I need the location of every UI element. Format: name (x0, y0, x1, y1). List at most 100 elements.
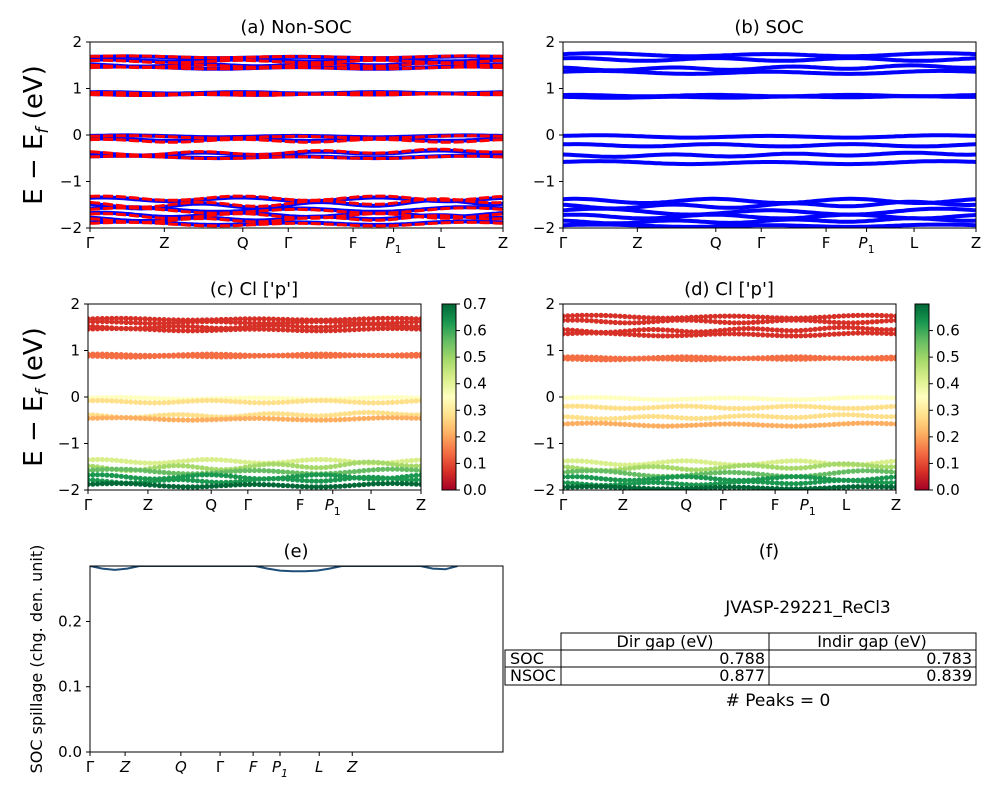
band-point (294, 323, 300, 330)
table-col-header: Dir gap (eV) (617, 632, 714, 651)
band-point (883, 404, 890, 410)
band-point (166, 412, 172, 418)
band-point (394, 353, 400, 359)
band-point (736, 356, 742, 362)
band-point (650, 326, 657, 333)
y-tick-label: −2 (533, 219, 555, 237)
band-point (836, 421, 842, 427)
band-point (213, 327, 219, 333)
band-point (294, 398, 300, 404)
band-point (598, 420, 604, 426)
band-point (817, 326, 823, 332)
band-point (627, 481, 633, 487)
band-point (88, 319, 91, 325)
band-point (133, 354, 139, 360)
band-point (99, 467, 105, 473)
band-point (299, 353, 305, 359)
band-point (351, 399, 357, 405)
band-point (88, 477, 91, 483)
band-point (869, 394, 875, 400)
band-point (731, 331, 737, 337)
band-point (693, 317, 699, 323)
band-point (318, 456, 324, 463)
band-point (109, 466, 115, 472)
band-point (822, 462, 828, 468)
band-point (565, 403, 571, 409)
band-point (128, 399, 134, 405)
band-point (385, 475, 391, 481)
band-point (123, 354, 129, 360)
band-point (631, 332, 638, 338)
band-point (612, 415, 618, 422)
band-point (366, 400, 372, 406)
band-point (137, 316, 143, 322)
band-point (223, 469, 229, 475)
band-point (660, 459, 666, 465)
band-point (693, 415, 699, 422)
band-point (855, 420, 861, 426)
band-point (679, 396, 685, 402)
band-point (232, 354, 239, 360)
band-point (598, 318, 604, 325)
band-point (679, 466, 685, 472)
band-point (99, 318, 105, 325)
band-point (370, 326, 376, 332)
band-point (755, 405, 761, 411)
band-point (736, 479, 742, 485)
band-point (741, 320, 747, 326)
band-point (836, 331, 842, 337)
band-point (831, 331, 837, 337)
band-point (650, 479, 657, 485)
band-point (370, 400, 376, 406)
x-tick-label: F (822, 234, 831, 252)
band-point (574, 458, 580, 464)
band-point (722, 480, 728, 486)
band-point (793, 397, 799, 403)
band-point (822, 422, 828, 428)
band-point (707, 404, 714, 410)
band-point (826, 471, 833, 477)
band-point (370, 459, 376, 465)
band-point (703, 331, 709, 337)
band-point (646, 479, 652, 486)
band-point (669, 327, 676, 333)
band-point (631, 485, 637, 490)
band-point (194, 417, 200, 423)
band-point (579, 468, 585, 474)
band-point (247, 326, 253, 332)
band-point (641, 356, 647, 362)
band-point (563, 469, 566, 475)
band-point (194, 319, 200, 325)
band-point (765, 479, 771, 485)
band-point (831, 395, 837, 401)
band-point (88, 472, 91, 478)
band-point (869, 420, 875, 426)
band-point (228, 327, 234, 333)
band-point (152, 353, 158, 360)
band-point (280, 353, 286, 359)
band-point (569, 474, 576, 480)
band-point (627, 356, 633, 362)
band-point (156, 320, 162, 326)
band-point (90, 398, 96, 404)
band-point (156, 316, 162, 323)
x-tick-label: L (367, 496, 376, 514)
band-point (280, 476, 286, 482)
band-point (679, 458, 685, 464)
band-point (285, 399, 291, 405)
band-point (855, 478, 861, 484)
band-point (879, 484, 885, 490)
band-line (90, 134, 503, 140)
band-point (864, 356, 871, 362)
x-tick-label: Z (618, 496, 628, 514)
band-point (161, 327, 167, 333)
band-point (579, 415, 585, 421)
band-point (646, 319, 652, 325)
band-point (228, 354, 234, 360)
band-point (679, 328, 685, 334)
x-tick-label: Γ (719, 496, 728, 514)
band-point (342, 398, 348, 405)
band-point (603, 468, 609, 474)
band-point (845, 355, 852, 361)
band-point (223, 416, 229, 422)
